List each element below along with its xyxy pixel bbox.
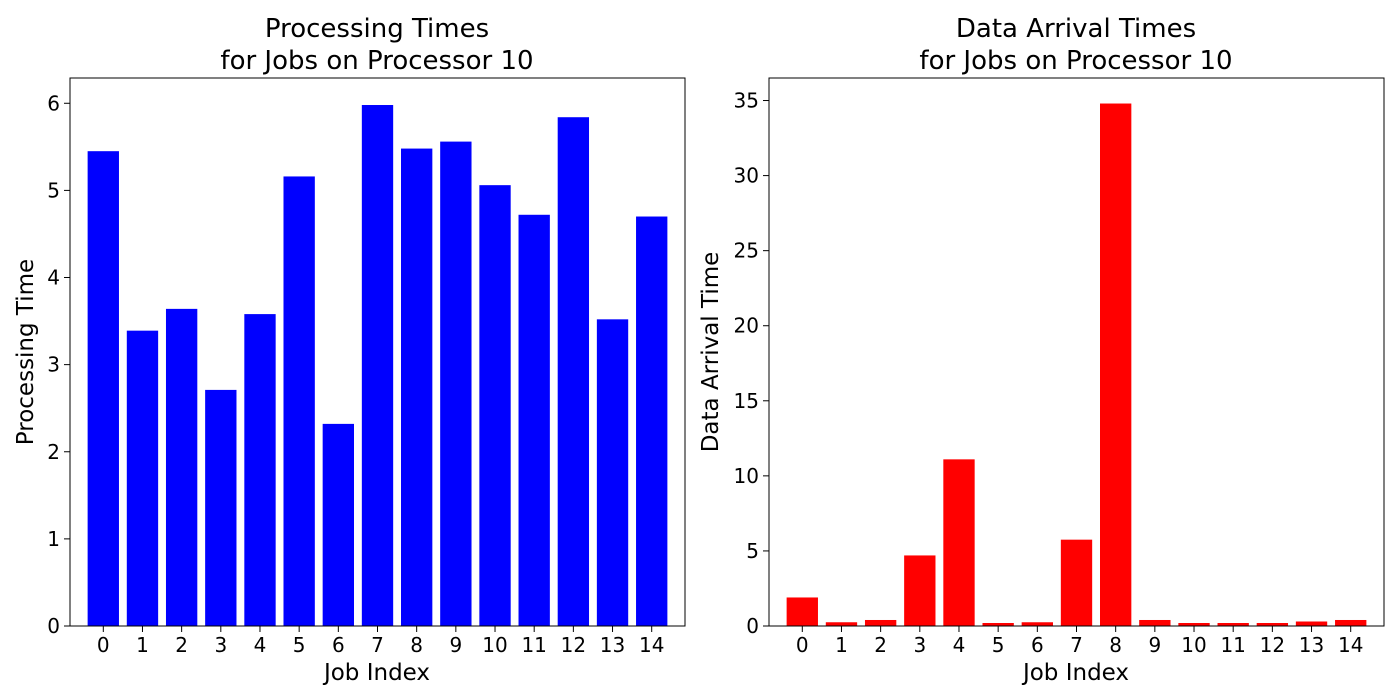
bar-job-6 — [322, 423, 354, 626]
bar-job-4 — [943, 459, 975, 626]
x-tick-label: 2 — [874, 633, 887, 657]
bar-job-6 — [1021, 622, 1053, 626]
x-tick-label: 0 — [796, 633, 809, 657]
x-tick-label: 14 — [1338, 633, 1363, 657]
x-axis-ticks: 0 1 2 3 4 5 6 7 8 9 10 11 12 13 14 — [97, 626, 664, 657]
bar-job-10 — [479, 185, 511, 626]
bar-job-0 — [87, 151, 119, 626]
y-tick-label: 4 — [47, 266, 60, 290]
bar-job-12 — [1256, 623, 1289, 626]
data-arrival-times-chart: Data Arrival Times for Jobs on Processor… — [698, 14, 1385, 686]
bar-job-13 — [596, 319, 629, 626]
x-tick-label: 2 — [175, 633, 188, 657]
bar-job-7 — [1060, 539, 1093, 626]
x-tick-label: 11 — [521, 633, 546, 657]
bar-job-1 — [825, 622, 858, 626]
y-tick-label: 30 — [734, 164, 759, 188]
y-axis-ticks: 0 1 2 3 4 5 6 — [47, 91, 70, 638]
y-tick-label: 35 — [734, 89, 759, 113]
bars — [87, 105, 668, 627]
bar-job-8 — [401, 148, 433, 626]
bar-job-9 — [1139, 619, 1171, 626]
x-tick-label: 9 — [449, 633, 462, 657]
y-tick-label: 6 — [47, 91, 60, 115]
y-axis-label: Data Arrival Time — [698, 252, 724, 453]
x-tick-label: 11 — [1220, 633, 1245, 657]
x-axis-label: Job Index — [322, 660, 430, 686]
chart-title-line-2: for Jobs on Processor 10 — [220, 46, 533, 76]
x-tick-label: 5 — [293, 633, 306, 657]
y-tick-label: 10 — [734, 464, 759, 488]
y-tick-label: 3 — [47, 353, 60, 377]
x-tick-label: 6 — [1031, 633, 1044, 657]
x-tick-label: 5 — [992, 633, 1005, 657]
x-tick-label: 12 — [1260, 633, 1285, 657]
bar-job-1 — [126, 330, 159, 626]
bar-job-5 — [982, 623, 1014, 626]
y-axis-label: Processing Time — [13, 259, 39, 445]
y-axis-ticks: 0 5 10 15 20 25 30 35 — [734, 89, 769, 638]
x-tick-label: 4 — [953, 633, 966, 657]
chart-title-line-2: for Jobs on Processor 10 — [919, 46, 1232, 76]
plot-area-frame — [69, 77, 686, 627]
x-tick-label: 8 — [1109, 633, 1122, 657]
bar-job-2 — [165, 308, 198, 626]
bar-job-14 — [1335, 619, 1367, 626]
bar-job-13 — [1295, 621, 1328, 626]
x-tick-label: 7 — [371, 633, 384, 657]
x-tick-label: 12 — [561, 633, 586, 657]
y-tick-label: 5 — [47, 178, 60, 202]
bar-job-11 — [518, 214, 550, 626]
y-tick-label: 5 — [746, 539, 759, 563]
chart-title-line-1: Processing Times — [265, 14, 489, 44]
bar-job-7 — [361, 105, 394, 626]
x-tick-label: 10 — [1181, 633, 1206, 657]
x-tick-label: 13 — [600, 633, 625, 657]
bar-job-4 — [244, 314, 276, 626]
x-tick-label: 7 — [1070, 633, 1083, 657]
y-tick-label: 1 — [47, 527, 60, 551]
bar-job-9 — [440, 141, 472, 626]
x-tick-label: 1 — [136, 633, 149, 657]
x-tick-label: 13 — [1299, 633, 1324, 657]
x-axis-label: Job Index — [1021, 660, 1129, 686]
y-tick-label: 25 — [734, 239, 759, 263]
bar-job-0 — [786, 597, 818, 626]
x-tick-label: 1 — [835, 633, 848, 657]
x-tick-label: 3 — [913, 633, 926, 657]
bars — [786, 103, 1367, 626]
plot-area-frame — [768, 77, 1385, 627]
y-tick-label: 2 — [47, 440, 60, 464]
x-tick-label: 10 — [482, 633, 507, 657]
bar-job-3 — [205, 389, 237, 626]
x-tick-label: 6 — [332, 633, 345, 657]
bar-job-11 — [1217, 623, 1249, 626]
y-tick-label: 20 — [734, 314, 759, 338]
bar-job-5 — [283, 176, 315, 626]
x-tick-label: 14 — [639, 633, 664, 657]
bar-job-8 — [1100, 103, 1132, 626]
bar-job-3 — [904, 555, 936, 626]
x-axis-ticks: 0 1 2 3 4 5 6 7 8 9 10 11 12 13 14 — [796, 626, 1363, 657]
x-tick-label: 9 — [1148, 633, 1161, 657]
bar-job-12 — [557, 117, 590, 627]
x-tick-label: 3 — [214, 633, 227, 657]
y-tick-label: 15 — [734, 389, 759, 413]
bar-job-10 — [1178, 623, 1210, 626]
processing-times-chart: Processing Times for Jobs on Processor 1… — [13, 14, 686, 686]
x-tick-label: 4 — [254, 633, 267, 657]
x-tick-label: 0 — [97, 633, 110, 657]
bar-job-2 — [864, 619, 897, 626]
x-tick-label: 8 — [410, 633, 423, 657]
chart-title-line-1: Data Arrival Times — [956, 14, 1196, 44]
bar-job-14 — [636, 216, 668, 626]
y-tick-label: 0 — [47, 614, 60, 638]
y-tick-label: 0 — [746, 614, 759, 638]
